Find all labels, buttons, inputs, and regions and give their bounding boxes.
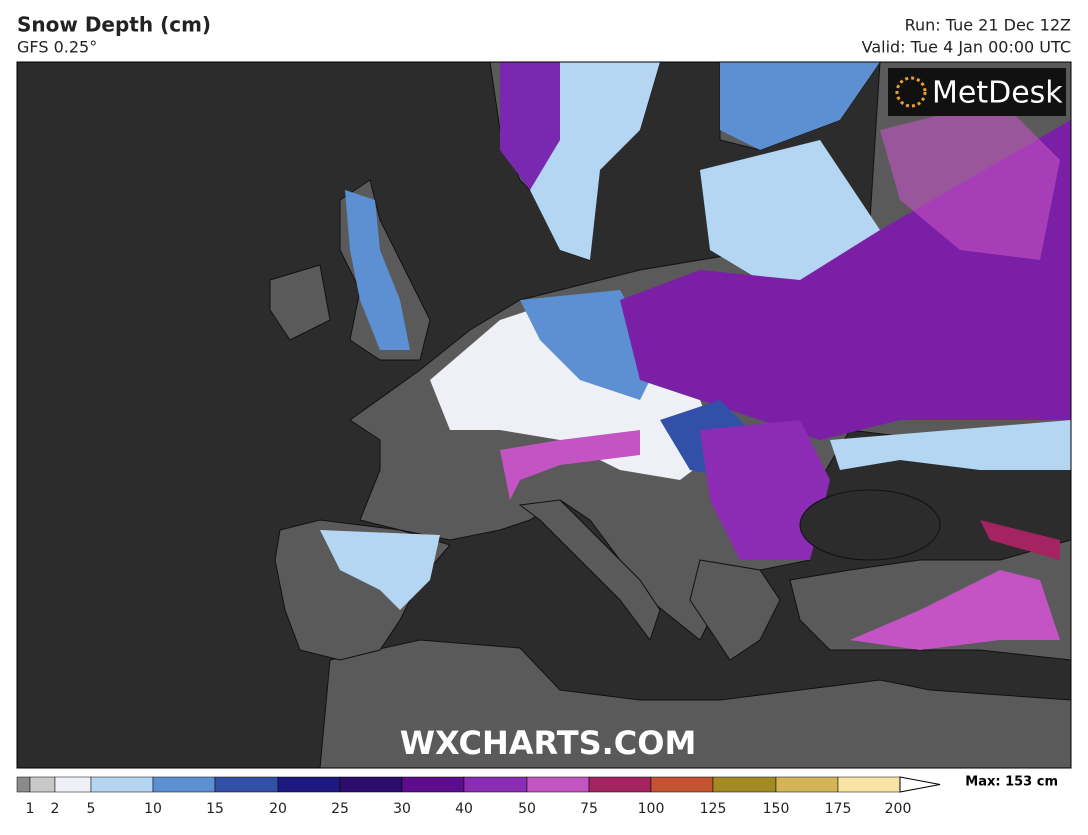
black-sea [799,489,941,561]
colorbar-label: 25 [331,801,349,817]
colorbar-segment [90,776,154,793]
colorbar-segment [54,776,92,793]
colorbar-segment [526,776,590,793]
colorbar-segment [650,776,714,793]
colorbar-segment [214,776,279,793]
colorbar-segment [152,776,216,793]
colorbar-label: 10 [144,801,162,817]
snow-cover [320,62,1071,650]
watermark: WXCHARTS.COM [400,724,697,762]
colorbar-label: 50 [518,801,536,817]
colorbar-label: 20 [269,801,287,817]
colorbar-label: 175 [825,801,852,817]
colorbar-segment [339,776,403,793]
colorbar-segment [463,776,528,793]
colorbar-segment [401,776,465,793]
colorbar-segment [277,776,341,793]
colorbar-label: 125 [700,801,727,817]
colorbar-label: 5 [87,801,96,817]
valid: Valid: Tue 4 Jan 00:00 UTC [862,38,1071,57]
colorbar-label: 15 [206,801,224,817]
colorbar-label: 100 [638,801,665,817]
map: MetDesk WXCHARTS.COM [16,61,1072,769]
colorbar-label: 30 [393,801,411,817]
colorbar-label: 40 [455,801,473,817]
logo-box [888,68,1066,116]
colorbar: 1 2 5 10 15 20 25 30 40 50 75 100 125 150 175 200 [16,776,941,817]
colorbar-segment [16,776,31,793]
logo-mark [895,76,927,108]
colorbar-label: 200 [885,801,912,817]
title: Snow Depth (cm) [17,13,211,37]
colorbar-segment [712,776,777,793]
colorbar-label: 75 [580,801,598,817]
colorbar-segment [837,776,901,793]
colorbar-label: 150 [763,801,790,817]
colorbar-segment [775,776,839,793]
model: GFS 0.25° [17,38,97,57]
colorbar-label: 1 [26,801,35,817]
colorbar-label: 2 [51,801,60,817]
colorbar-arrow [899,776,941,793]
max-value: Max: 153 cm [965,775,1058,790]
colorbar-segment [29,776,56,793]
run: Run: Tue 21 Dec 12Z [905,16,1071,35]
map-frame [16,61,1072,769]
colorbar-segment [588,776,652,793]
logo: MetDesk [932,76,1063,111]
